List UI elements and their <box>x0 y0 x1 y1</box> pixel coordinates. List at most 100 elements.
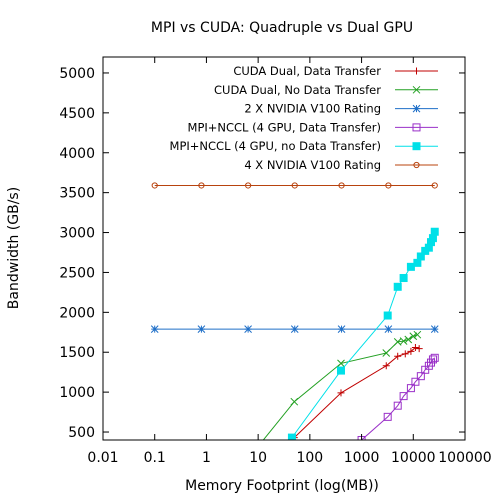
legend-item: CUDA Dual, No Data Transfer <box>214 83 438 97</box>
data-point <box>428 355 437 364</box>
y-tick-labels: 500 1000 1500 2000 2500 3000 3500 4000 4500 5000 <box>59 66 95 441</box>
data-point <box>406 262 415 271</box>
y-tick-label: 4500 <box>59 106 95 122</box>
data-point <box>413 161 420 169</box>
data-point <box>198 182 205 189</box>
legend-label: MPI+NCCL (4 GPU, no Data Transfer) <box>170 139 381 153</box>
legend-label: MPI+NCCL (4 GPU, Data Transfer) <box>188 120 381 134</box>
data-point <box>412 142 421 151</box>
x-tick-label: 0.1 <box>144 450 166 466</box>
data-point <box>337 325 346 333</box>
y-axis-label: Bandwidth (GB/s) <box>6 187 22 309</box>
data-point <box>291 182 298 189</box>
data-point <box>430 227 439 236</box>
x-tick-label: 0.01 <box>87 450 118 466</box>
chart-title: MPI vs CUDA: Quadruple vs Dual GPU <box>151 20 413 36</box>
series-1 <box>264 343 423 473</box>
x-tick-label: 100000 <box>438 450 491 466</box>
data-point <box>287 433 296 440</box>
series-2 <box>255 330 422 450</box>
data-point <box>412 123 421 132</box>
data-point <box>416 372 425 381</box>
data-point <box>385 182 392 189</box>
legend: CUDA Dual, Data Transfer CUDA Dual, No Da… <box>170 64 438 172</box>
data-point <box>412 104 421 113</box>
data-point <box>393 401 402 410</box>
data-point <box>399 274 408 283</box>
data-point <box>404 335 413 344</box>
data-point <box>336 366 345 375</box>
legend-item: MPI+NCCL (4 GPU, no Data Transfer) <box>170 139 438 153</box>
data-point <box>406 384 415 393</box>
legend-item: 2 X NVIDIA V100 Rating <box>244 102 438 116</box>
series-6 <box>151 182 438 189</box>
y-tick-label: 5000 <box>59 66 95 82</box>
legend-label: CUDA Dual, No Data Transfer <box>214 83 381 97</box>
data-point <box>290 397 299 406</box>
plot-series <box>150 182 439 473</box>
data-point <box>413 330 422 339</box>
data-point <box>382 349 391 357</box>
legend-item: CUDA Dual, Data Transfer <box>233 64 438 78</box>
data-point <box>416 252 425 261</box>
legend-label: 4 X NVIDIA V100 Rating <box>244 158 381 172</box>
legend-label: CUDA Dual, Data Transfer <box>233 64 381 78</box>
x-tick-label: 10000 <box>391 450 436 466</box>
x-tick-label: 1000 <box>344 450 380 466</box>
y-tick-label: 3000 <box>59 226 95 242</box>
series-line <box>291 231 436 438</box>
data-point <box>150 325 159 333</box>
data-point <box>290 325 299 333</box>
data-point <box>412 85 421 94</box>
series-3 <box>150 325 439 333</box>
data-point <box>337 389 345 397</box>
y-tick-label: 500 <box>68 425 95 441</box>
x-axis-label: Memory Footprint (log(MB)) <box>185 478 379 494</box>
legend-label: 2 X NVIDIA V100 Rating <box>244 102 381 116</box>
data-point <box>255 443 262 450</box>
data-point <box>383 412 392 421</box>
data-point <box>244 325 252 333</box>
y-tick-label: 4000 <box>59 146 95 162</box>
series-line <box>360 357 436 440</box>
data-point <box>383 311 392 320</box>
y-tick-label: 2000 <box>59 305 95 321</box>
data-point <box>338 182 345 189</box>
x-tick-label: 10 <box>249 450 267 466</box>
data-point <box>411 343 419 351</box>
y-tick-label: 3500 <box>59 186 95 202</box>
data-point <box>411 377 420 386</box>
data-point <box>430 325 439 333</box>
y-tick-label: 1500 <box>59 345 95 361</box>
tick-marks <box>102 57 466 440</box>
data-point <box>431 182 438 189</box>
data-point <box>413 67 420 75</box>
y-tick-label: 1000 <box>59 385 95 401</box>
series-4 <box>357 353 439 440</box>
series-5 <box>287 227 439 440</box>
y-tick-label: 2500 <box>59 265 95 281</box>
x-tick-label: 100 <box>296 450 323 466</box>
data-point <box>399 392 408 401</box>
x-tick-label: 1 <box>202 450 211 466</box>
data-point <box>382 362 390 370</box>
x-tick-labels: 0.01 0.1 1 10 100 1000 10000 100000 <box>87 450 491 466</box>
data-point <box>399 337 408 345</box>
data-point <box>401 350 409 358</box>
data-point <box>430 353 439 362</box>
data-point <box>197 325 206 333</box>
data-point <box>384 325 393 333</box>
legend-item: MPI+NCCL (4 GPU, Data Transfer) <box>188 120 438 134</box>
data-point <box>393 282 402 291</box>
data-point <box>394 352 402 360</box>
data-point <box>407 347 415 355</box>
legend-item: 4 X NVIDIA V100 Rating <box>244 158 438 172</box>
plot-frame <box>102 56 466 441</box>
data-point <box>415 345 423 353</box>
data-point <box>245 182 252 189</box>
data-point <box>264 466 271 473</box>
data-point <box>409 332 418 341</box>
data-point <box>151 182 158 189</box>
series-line <box>262 334 418 440</box>
